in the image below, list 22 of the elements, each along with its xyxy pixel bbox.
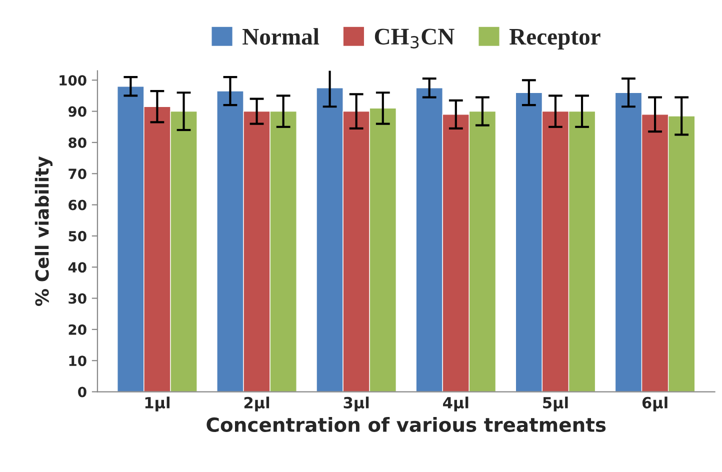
y-axis-title: % Cell viability [34,156,53,306]
y-tick-label: 80 [68,137,86,148]
y-tick-label: 90 [68,106,86,117]
y-tick-label: 40 [68,262,86,273]
y-tick-label: 20 [68,324,86,335]
legend-label: Receptor [509,29,600,50]
y-tick-label: 10 [69,356,86,366]
x-tick-label: 1µl [145,396,170,412]
x-axis-title: Concentration of various treatments [206,416,606,432]
y-tick-label: 50 [68,230,86,242]
x-tick-label: 2µl [244,396,270,412]
y-tick-label: 70 [68,168,86,180]
x-tick-label: 3µl [344,396,369,412]
y-tick-label: 100 [60,75,86,86]
y-tick-label: 30 [68,293,86,304]
x-tick-label: 6µl [642,396,668,412]
legend-label: CH$_{3}$CN [374,28,454,48]
x-tick-label: 4µl [443,396,468,412]
x-tick-label: 5µl [543,396,568,412]
y-tick-label: 0 [78,386,86,398]
legend-label: Normal [242,28,320,45]
y-tick-label: 60 [68,200,86,210]
